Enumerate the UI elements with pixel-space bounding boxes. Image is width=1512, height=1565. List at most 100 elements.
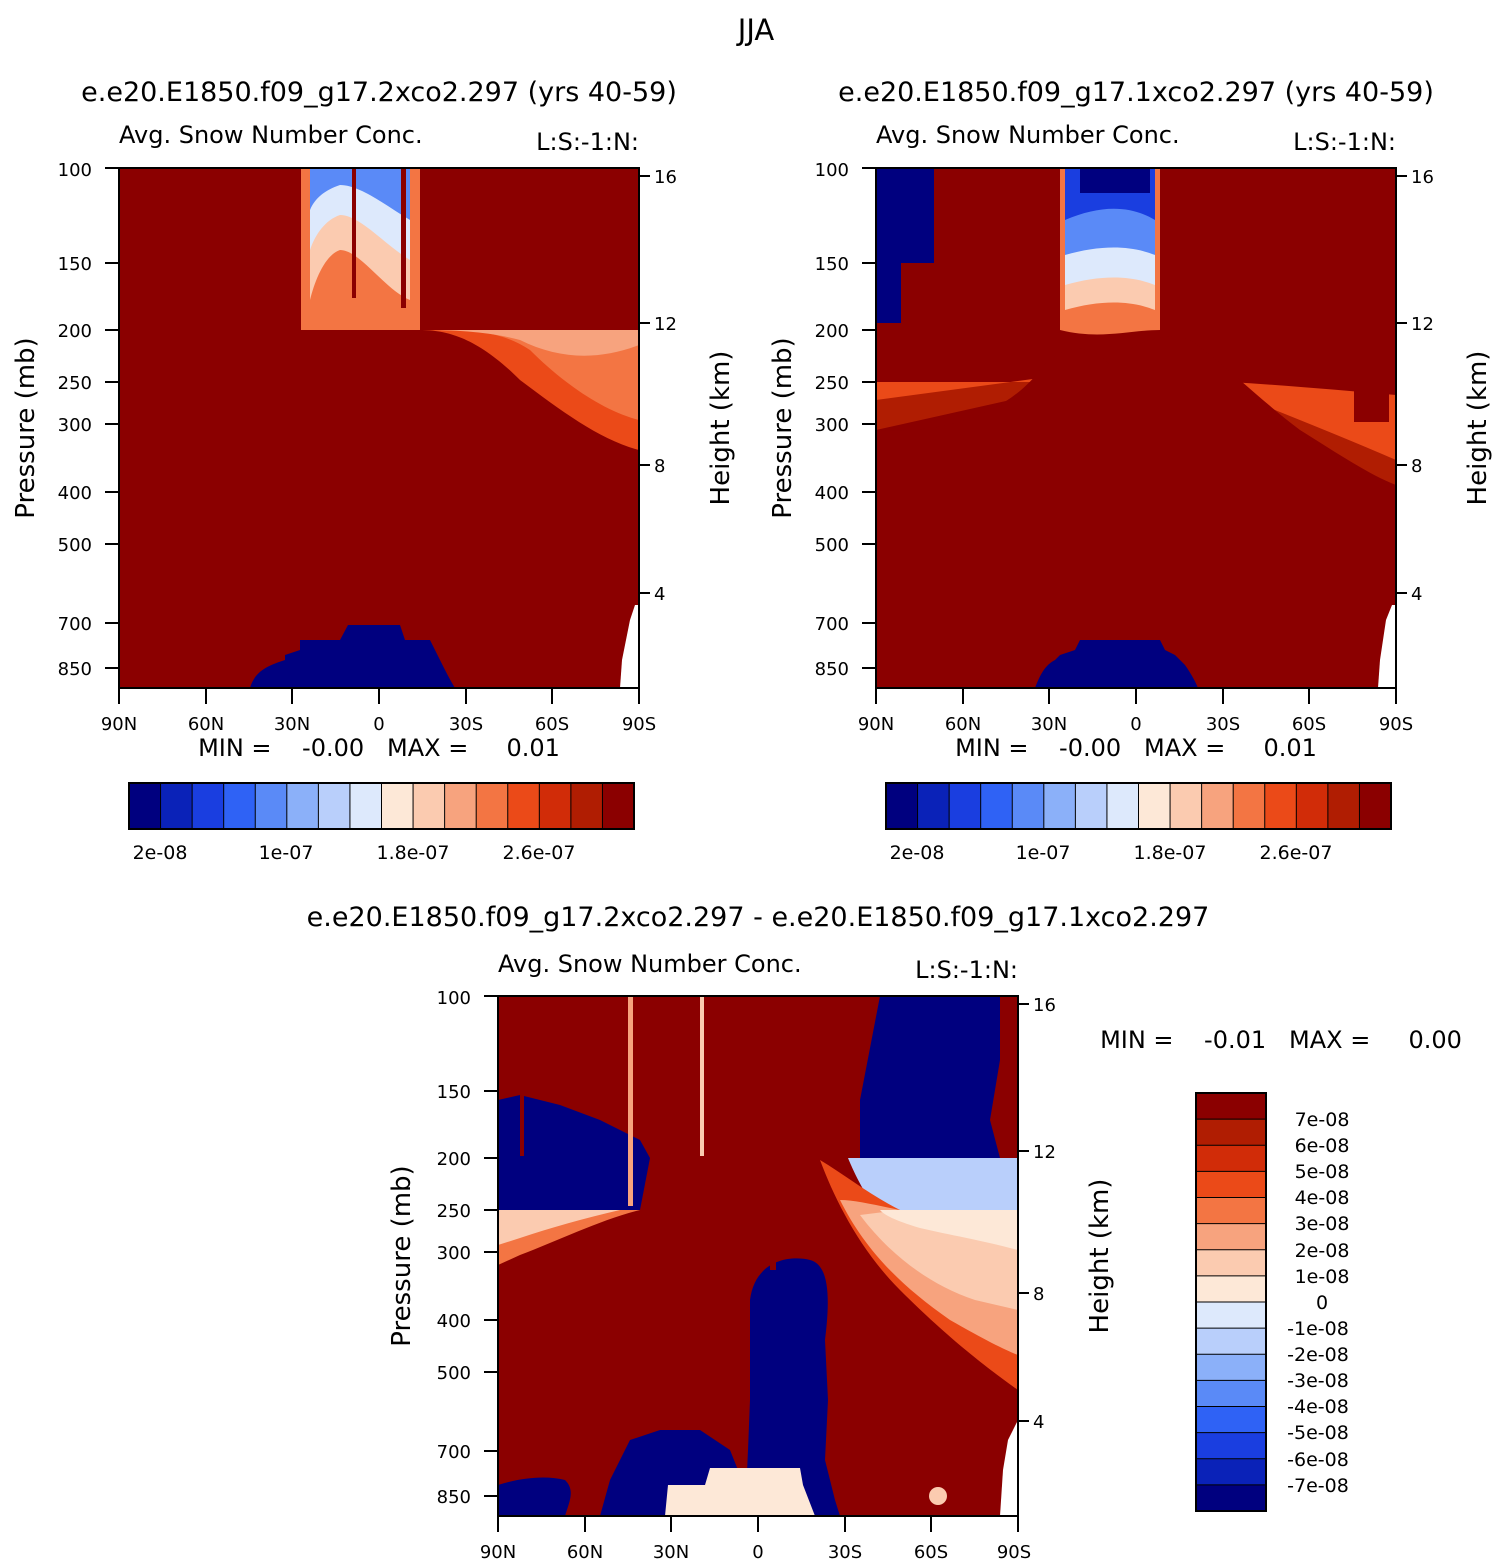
- colorbar-label: 1.8e-07: [377, 842, 450, 864]
- y-tick-label: 250: [815, 373, 849, 394]
- y-tick-label: 400: [437, 1311, 471, 1332]
- contour-lower-pale-block: [665, 1468, 815, 1516]
- contour-field: [876, 168, 1396, 688]
- contour-lower-blob: [1035, 640, 1198, 688]
- y-right-tick-label: 12: [654, 314, 677, 335]
- y-axis-label-right: Height (km): [1463, 351, 1493, 506]
- colorbar: 2e-08 1e-07 1.8e-07 2.6e-07: [885, 782, 1392, 864]
- colorbar-swatch: [1138, 782, 1172, 830]
- colorbar-swatch: [1232, 782, 1266, 830]
- y-tick-label: 150: [437, 1082, 471, 1103]
- contour-right-wedge-pale: [880, 1210, 1018, 1250]
- panel-title: e.e20.E1850.f09_g17.2xco2.297 (yrs 40-59…: [81, 77, 677, 108]
- colorbar-swatch: [1195, 1092, 1267, 1121]
- colorbar-swatch: [1195, 1144, 1267, 1173]
- colorbar-swatch: [349, 782, 383, 830]
- colorbar-swatch: [1195, 1197, 1267, 1225]
- x-tick-label: 30S: [1206, 714, 1240, 735]
- colorbar-swatch: [1195, 1275, 1267, 1303]
- y-tick-label: 150: [58, 254, 92, 275]
- contour-upper-left-block: [876, 168, 934, 263]
- colorbar-labels: 7e-08 6e-08 5e-08 4e-08 3e-08 2e-08 1e-0…: [1287, 1109, 1349, 1497]
- colorbar-swatch: [1169, 782, 1203, 830]
- x-tick-label: 60S: [535, 714, 569, 735]
- colorbar-label: 2e-08: [890, 842, 945, 864]
- x-tick-label: 90S: [997, 1542, 1031, 1563]
- colorbar-swatch: [1264, 782, 1298, 830]
- x-ticks: [497, 1516, 1019, 1532]
- y-tick-label: 300: [437, 1243, 471, 1264]
- x-tick-label: 90N: [480, 1542, 516, 1563]
- colorbar-swatch: [381, 782, 415, 830]
- colorbar-label: 1e-07: [1016, 842, 1071, 864]
- min-max-readout: MIN = -0.00 MAX = 0.01: [955, 734, 1317, 762]
- y-right-tick-label: 16: [1411, 167, 1434, 188]
- colorbar-label: 6e-08: [1295, 1135, 1350, 1157]
- panel-2xco2: e.e20.E1850.f09_g17.2xco2.297 (yrs 40-59…: [11, 77, 736, 864]
- contour-upper-blue: [310, 168, 410, 220]
- colorbar: 2e-08 1e-07 1.8e-07 2.6e-07: [128, 782, 635, 864]
- contour-upper-left-strip: [876, 263, 901, 323]
- spike: [352, 168, 356, 298]
- y-tick-label: 500: [815, 535, 849, 556]
- x-tick-label: 90S: [622, 714, 656, 735]
- colorbar-swatch: [1195, 1170, 1267, 1199]
- y-axis-label: Pressure (mb): [11, 337, 41, 518]
- spike: [1010, 168, 1015, 333]
- colorbar-swatch: [1195, 1458, 1267, 1486]
- colorbar-swatch: [1074, 782, 1108, 830]
- panel-subtitle-left: Avg. Snow Number Conc.: [119, 121, 423, 149]
- min-max-readout: MIN = -0.00 MAX = 0.01: [198, 734, 560, 762]
- panel-title: e.e20.E1850.f09_g17.2xco2.297 - e.e20.E1…: [307, 902, 1210, 933]
- y-tick-label: 100: [58, 160, 92, 181]
- colorbar-swatch: [1195, 1406, 1267, 1434]
- panel-title: e.e20.E1850.f09_g17.1xco2.297 (yrs 40-59…: [838, 77, 1434, 108]
- colorbar-label: 2e-08: [133, 842, 188, 864]
- y-tick-label: 100: [437, 988, 471, 1009]
- colorbar-swatch: [917, 782, 951, 830]
- y-right-tick-label: 12: [1033, 1142, 1056, 1163]
- min-max-readout: MIN = -0.01 MAX = 0.00: [1100, 1026, 1462, 1054]
- contour-upper-dark-blue: [1080, 168, 1150, 193]
- y-right-tick-label: 12: [1411, 314, 1434, 335]
- contour-field: [498, 996, 1018, 1516]
- y-axis-label: Pressure (mb): [387, 1165, 417, 1346]
- spike: [520, 996, 524, 1156]
- colorbar-swatch: [160, 782, 194, 830]
- x-tick-label: 90N: [858, 714, 894, 735]
- colorbar-swatch: [1195, 1301, 1267, 1330]
- y-axis-left: 100 150 200 250 300 400 500 700 850: [437, 988, 471, 1508]
- colorbar-label: 2.6e-07: [1260, 842, 1333, 864]
- panel-subtitle-right: L:S:-1:N:: [1293, 128, 1396, 156]
- x-tick-label: 0: [373, 714, 384, 735]
- y-tick-label: 500: [437, 1363, 471, 1384]
- y-ticks-left: [105, 167, 119, 669]
- colorbar-swatch: [286, 782, 320, 830]
- spike: [401, 168, 406, 308]
- colorbar-swatch: [1295, 782, 1329, 830]
- colorbar-label: -5e-08: [1287, 1422, 1349, 1444]
- colorbar-label: 1e-07: [259, 842, 314, 864]
- x-tick-label: 90S: [1379, 714, 1413, 735]
- colorbar-frame: [885, 782, 1392, 830]
- contour-right-edge: [620, 605, 639, 688]
- colorbar-swatch: [1327, 782, 1361, 830]
- y-right-tick-label: 8: [1033, 1284, 1044, 1305]
- y-tick-label: 400: [815, 483, 849, 504]
- y-ticks-right: [1018, 1003, 1029, 1422]
- x-tick-label: 0: [1130, 714, 1141, 735]
- colorbar-swatch: [1195, 1327, 1267, 1356]
- y-tick-label: 200: [58, 321, 92, 342]
- colorbar-label: -4e-08: [1287, 1396, 1349, 1418]
- y-axis-right: 16 12 8 4: [1033, 995, 1056, 1433]
- panel-difference: e.e20.E1850.f09_g17.2xco2.297 - e.e20.E1…: [307, 902, 1462, 1563]
- contour-field: [119, 168, 639, 688]
- y-axis-label-right: Height (km): [1085, 1179, 1115, 1334]
- y-tick-label: 400: [58, 483, 92, 504]
- colorbar-label: -3e-08: [1287, 1370, 1349, 1392]
- y-right-tick-label: 4: [654, 584, 665, 605]
- colorbar-swatch: [412, 782, 446, 830]
- contour-lower-left-patch: [498, 1477, 571, 1516]
- colorbar-swatch: [538, 782, 572, 830]
- colorbar-swatch: [1106, 782, 1140, 830]
